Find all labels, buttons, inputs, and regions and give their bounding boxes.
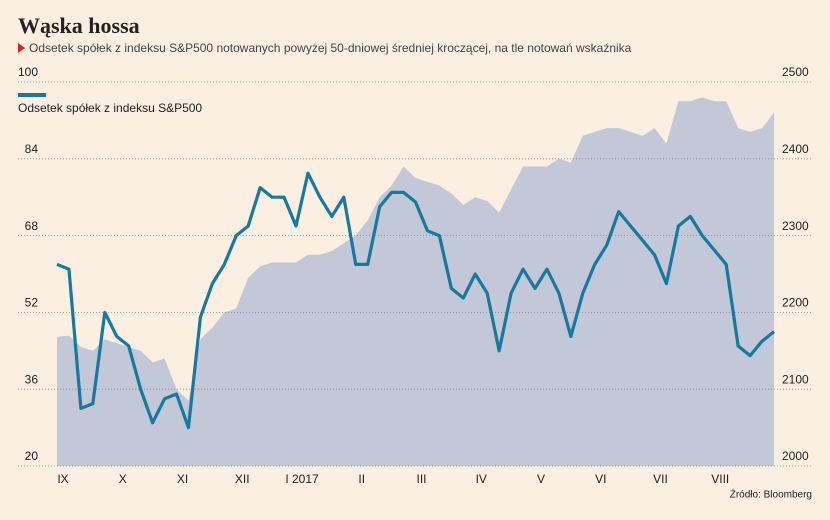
x-tick-label: VIII	[711, 472, 729, 486]
x-tick-label: XI	[177, 472, 188, 486]
subtitle: Odsetek spółek z indeksu S&P500 notowany…	[29, 41, 632, 55]
x-tick-label: III	[416, 472, 426, 486]
x-tick-label: IX	[57, 472, 68, 486]
y2-tick-label: 2300	[782, 219, 809, 233]
x-tick-label: V	[537, 472, 545, 486]
y-tick-label: 36	[25, 372, 39, 386]
x-tick-label: I 2017	[285, 472, 319, 486]
line	[56, 171, 776, 430]
y-tick-label: 52	[25, 296, 39, 310]
y-tick-label: 100	[18, 65, 38, 79]
y2-tick-label: 2100	[782, 372, 809, 386]
y2-tick-label: 2200	[782, 296, 809, 310]
y2-tick-label: 2400	[782, 142, 809, 156]
area	[57, 97, 774, 467]
y-tick-label: 84	[25, 142, 39, 156]
chart-title: Wąska hossa	[18, 13, 140, 38]
subtitle-marker	[18, 43, 25, 53]
x-tick-label: VI	[595, 472, 606, 486]
y2-tick-label: 2000	[782, 449, 809, 463]
y-tick-label: 68	[25, 219, 39, 233]
y-tick-label: 20	[25, 449, 39, 463]
legend-label: Odsetek spółek z indeksu S&P500	[18, 101, 202, 115]
x-tick-label: II	[358, 472, 365, 486]
x-tick-label: X	[119, 472, 127, 486]
x-tick-label: IV	[476, 472, 487, 486]
y2-tick-label: 2500	[782, 65, 809, 79]
x-tick-label: VII	[653, 472, 668, 486]
x-tick-label: XII	[235, 472, 250, 486]
source: Źródło: Bloomberg	[730, 488, 812, 501]
